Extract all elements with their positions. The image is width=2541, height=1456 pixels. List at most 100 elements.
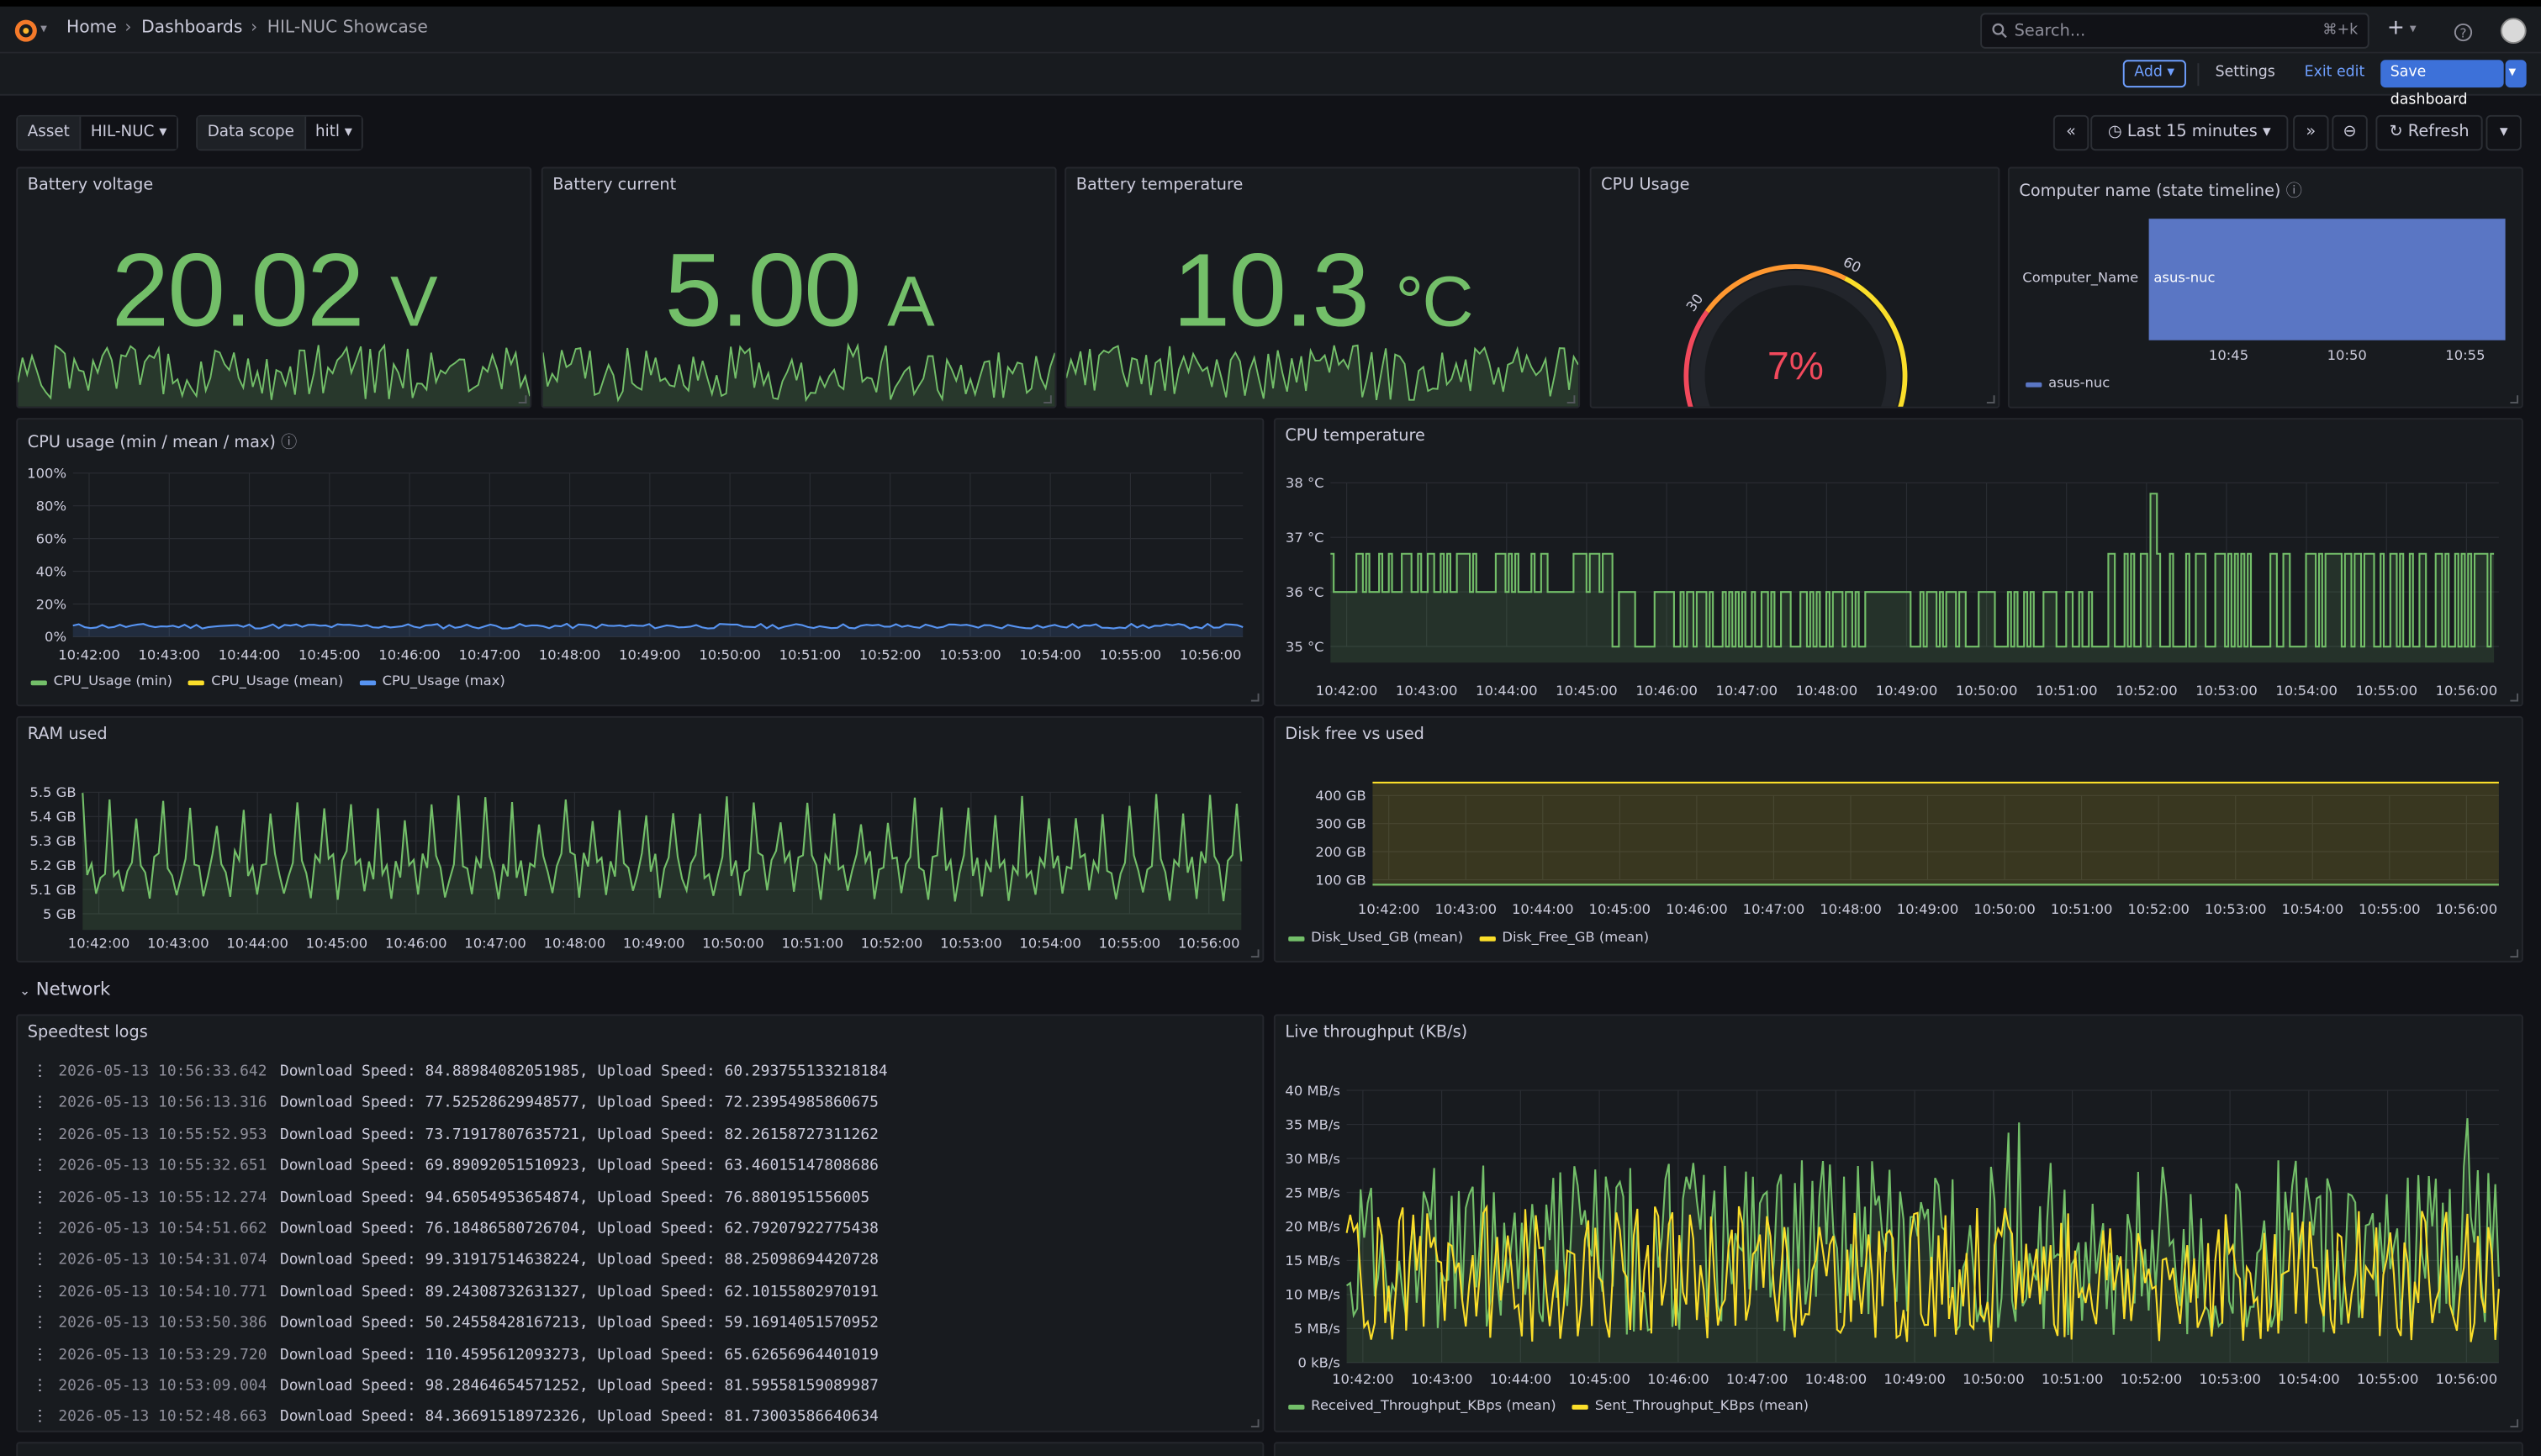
battery-temperature-panel[interactable]: Battery temperature 10.3 °C	[1064, 166, 1581, 409]
battery-voltage-panel[interactable]: Battery voltage 20.02 V	[16, 166, 532, 409]
info-icon[interactable]: ⓘ	[281, 434, 298, 452]
x-tick-label: 10:56:00	[2436, 1371, 2498, 1387]
next-panel-left[interactable]	[16, 1442, 1265, 1456]
data-scope-variable[interactable]: Data scope hitl ▾	[196, 114, 364, 151]
log-line[interactable]: ⋮ 2026-05-13 10:54:31.074 Download Speed: …	[33, 1252, 888, 1283]
legend-item[interactable]: Sent_Throughput_KBps (mean)	[1572, 1398, 1809, 1415]
settings-button[interactable]: Settings	[2215, 65, 2275, 82]
log-line[interactable]: ⋮ 2026-05-13 10:55:32.651 Download Speed: …	[33, 1157, 888, 1188]
speedtest-logs-panel[interactable]: Speedtest logs	[16, 1014, 1265, 1432]
x-tick-label: 10:51:00	[779, 646, 842, 662]
sent-line	[1345, 1204, 2500, 1343]
resize-handle[interactable]	[1250, 1419, 1260, 1427]
cpu-usage-gauge-panel[interactable]: CPU Usage 030601007%	[1589, 166, 2000, 409]
breadcrumb-home[interactable]: Home	[66, 18, 117, 38]
log-menu-icon[interactable]: ⋮	[32, 1063, 48, 1081]
log-line[interactable]: ⋮ 2026-05-13 10:55:52.953 Download Speed: …	[33, 1126, 888, 1157]
resize-handle[interactable]	[518, 395, 527, 404]
cpu-temp-area	[1330, 493, 2495, 663]
log-line[interactable]: ⋮ 2026-05-13 10:53:50.386 Download Speed: …	[33, 1314, 888, 1345]
legend-item[interactable]: CPU_Usage (mean)	[188, 674, 343, 690]
log-menu-icon[interactable]: ⋮	[32, 1220, 48, 1238]
x-tick-label: 10:45:00	[298, 646, 361, 662]
plus-icon[interactable]: +	[2386, 16, 2405, 41]
x-tick-label: 10:43:00	[138, 646, 200, 662]
computer-name-panel[interactable]: Computer name (state timeline) ⓘ Compute…	[2007, 166, 2523, 409]
asset-variable[interactable]: Asset HIL-NUC ▾	[16, 114, 178, 151]
save-options-button[interactable]: ▾	[2505, 60, 2527, 88]
cpu-temperature-panel[interactable]: CPU temperature 38 °C 37 °C 36 °C 35 °C 10:4…	[1273, 418, 2523, 707]
legend-item[interactable]: Disk_Free_GB (mean)	[1479, 930, 1649, 947]
cpu-usage-panel[interactable]: CPU usage (min / mean / max) ⓘ 100% 80% 60…	[16, 418, 1265, 707]
legend-item[interactable]: asus-nuc	[2026, 376, 2110, 392]
legend-item[interactable]: Disk_Used_GB (mean)	[1288, 930, 1463, 947]
y-tick-label: 100 GB	[1315, 872, 1366, 888]
resize-handle[interactable]	[1986, 395, 1995, 404]
log-line[interactable]: ⋮ 2026-05-13 10:56:33.642 Download Speed: …	[33, 1063, 888, 1094]
add-button[interactable]: Add ▾	[2122, 60, 2186, 88]
grafana-logo-icon[interactable]	[11, 16, 40, 45]
sparkline-area	[18, 345, 531, 407]
asset-value[interactable]: HIL-NUC ▾	[81, 116, 177, 150]
x-tick-label: 10:44:00	[1490, 1371, 1552, 1387]
throughput-panel[interactable]: Live throughput (KB/s) 40 MB/s 35 MB/s 30 …	[1273, 1014, 2523, 1432]
time-range-picker[interactable]: ◷ Last 15 minutes ▾	[2090, 114, 2289, 151]
chevron-down-icon[interactable]: ▾	[2409, 21, 2417, 36]
y-tick-label: 5 MB/s	[1294, 1321, 1340, 1337]
resize-handle[interactable]	[2510, 949, 2519, 958]
zoom-out-icon[interactable]: ⊖	[2332, 114, 2368, 151]
legend-item[interactable]: CPU_Usage (min)	[30, 674, 172, 690]
log-menu-icon[interactable]: ⋮	[32, 1377, 48, 1395]
next-panel-right[interactable]	[1273, 1442, 2523, 1456]
log-menu-icon[interactable]: ⋮	[32, 1345, 48, 1364]
resize-handle[interactable]	[2510, 1419, 2519, 1427]
log-menu-icon[interactable]: ⋮	[32, 1408, 48, 1425]
refresh-button[interactable]: ↻ Refresh	[2375, 114, 2483, 151]
resize-handle[interactable]	[1250, 949, 1260, 958]
data-scope-value[interactable]: hitl ▾	[305, 116, 362, 150]
disk-panel[interactable]: Disk free vs used 400 GB 300 GB 200 GB 100 …	[1273, 715, 2523, 963]
resize-handle[interactable]	[1566, 395, 1576, 404]
ram-used-panel[interactable]: RAM used 5.5 GB 5.4 GB 5.3 GB 5.2 GB 5.1 GB 5…	[16, 715, 1265, 963]
dashboard-toolbar: Add ▾ Settings Exit edit Save dashboard …	[0, 53, 2541, 108]
resize-handle[interactable]	[1043, 395, 1052, 404]
log-line[interactable]: ⋮ 2026-05-13 10:53:29.720 Download Speed: …	[33, 1346, 888, 1377]
exit-edit-button[interactable]: Exit edit	[2304, 65, 2365, 82]
y-tick-label: 36 °C	[1286, 584, 1324, 600]
log-menu-icon[interactable]: ⋮	[32, 1314, 48, 1332]
legend-item[interactable]: Received_Throughput_KBps (mean)	[1288, 1398, 1556, 1415]
log-menu-icon[interactable]: ⋮	[32, 1157, 48, 1175]
x-tick-label: 10:53:00	[2205, 901, 2267, 917]
log-line[interactable]: ⋮ 2026-05-13 10:52:48.663 Download Speed: …	[33, 1408, 888, 1424]
resize-handle[interactable]	[2510, 395, 2519, 404]
search-input[interactable]: Search... ⌘+k	[1980, 13, 2369, 49]
help-icon[interactable]: ?	[2454, 23, 2473, 42]
log-line[interactable]: ⋮ 2026-05-13 10:54:10.771 Download Speed: …	[33, 1283, 888, 1314]
resize-handle[interactable]	[2510, 693, 2519, 702]
legend-item[interactable]: CPU_Usage (max)	[359, 674, 505, 690]
breadcrumb-dashboards[interactable]: Dashboards	[141, 18, 243, 38]
resize-handle[interactable]	[1250, 693, 1260, 702]
time-shift-back-button[interactable]: «	[2052, 114, 2089, 151]
time-shift-forward-button[interactable]: »	[2293, 114, 2329, 151]
log-menu-icon[interactable]: ⋮	[32, 1188, 48, 1206]
user-avatar[interactable]	[2500, 18, 2527, 45]
save-dashboard-button[interactable]: Save dashboard	[2380, 60, 2504, 108]
x-tick-label: 10:55:00	[2357, 1371, 2419, 1387]
log-viewport[interactable]: ⋮ 2026-05-13 10:56:33.642 Download Speed: …	[16, 1053, 1264, 1424]
network-row-header[interactable]: ⌄ Network	[19, 979, 111, 1000]
log-line[interactable]: ⋮ 2026-05-13 10:53:09.004 Download Speed: …	[33, 1377, 888, 1408]
log-menu-icon[interactable]: ⋮	[32, 1282, 48, 1301]
refresh-interval-button[interactable]: ▾	[2486, 114, 2522, 151]
log-line[interactable]: ⋮ 2026-05-13 10:56:13.316 Download Speed: …	[33, 1095, 888, 1126]
log-menu-icon[interactable]: ⋮	[32, 1126, 48, 1144]
battery-current-panel[interactable]: Battery current 5.00 A	[541, 166, 1057, 409]
chevron-down-icon[interactable]: ▾	[40, 21, 47, 36]
log-line[interactable]: ⋮ 2026-05-13 10:54:51.662 Download Speed: …	[33, 1220, 888, 1251]
log-menu-icon[interactable]: ⋮	[32, 1251, 48, 1269]
log-menu-icon[interactable]: ⋮	[32, 1094, 48, 1112]
y-tick-label: 5 GB	[43, 906, 77, 922]
info-icon[interactable]: ⓘ	[2285, 182, 2302, 201]
state-bar[interactable]: asus-nuc	[2148, 219, 2506, 340]
log-line[interactable]: ⋮ 2026-05-13 10:55:12.274 Download Speed: …	[33, 1189, 888, 1220]
